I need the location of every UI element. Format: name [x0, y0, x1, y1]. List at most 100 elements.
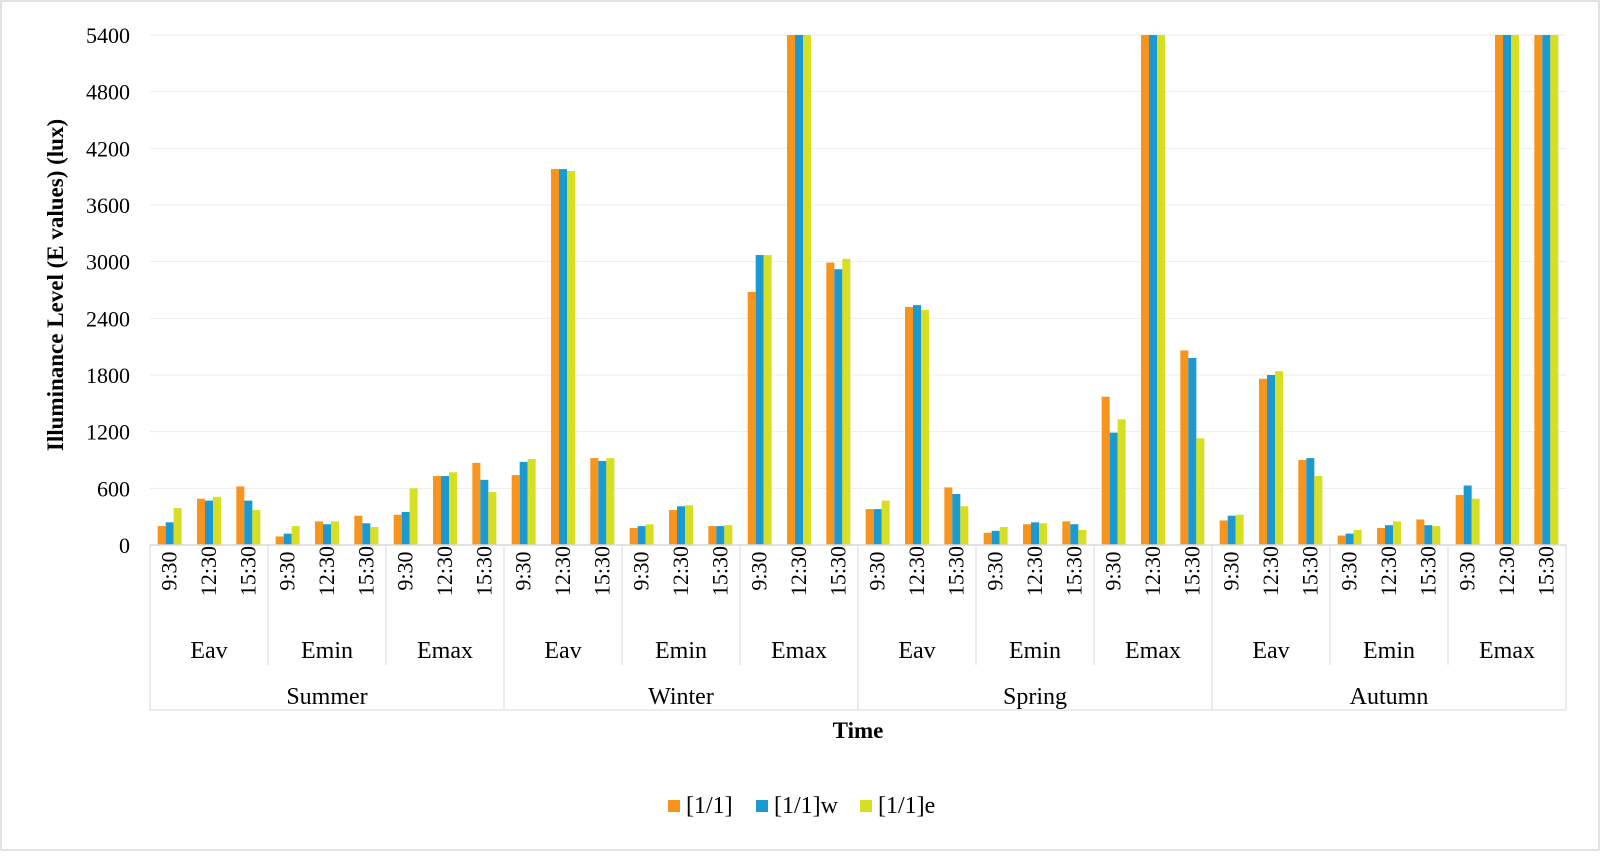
bar-3 [1117, 419, 1126, 545]
bar-1 [1337, 535, 1346, 545]
bar-3 [1550, 35, 1559, 545]
x-tick-label: 15:30 [471, 546, 496, 596]
bar-1 [1416, 519, 1425, 545]
bar-1 [1298, 460, 1307, 545]
x-tick-label: 12:30 [1022, 546, 1047, 596]
x-tick-label: 15:30 [1297, 546, 1322, 596]
bar-3 [1314, 476, 1323, 545]
legend-label: [1/1]e [878, 793, 935, 819]
bar-3 [1078, 529, 1087, 545]
season-label: Spring [1003, 684, 1067, 710]
x-axis: 9:30 12:30 15:30 9:30 12:30 15:30 9:30 12:30 15:… [149, 544, 1567, 711]
x-tick-label: 9:30 [157, 551, 182, 590]
bars [157, 35, 1559, 546]
bar-1 [197, 498, 205, 545]
bar-1 [1495, 35, 1503, 545]
bar-3 [1039, 523, 1047, 545]
bar-1 [393, 514, 402, 545]
bar-2 [1227, 515, 1236, 545]
y-tick-label: 1200 [86, 420, 130, 445]
bar-2 [637, 526, 646, 545]
bar-3 [960, 506, 969, 545]
bar-2 [1503, 35, 1511, 545]
metric-label: Emax [771, 638, 827, 664]
x-tick-label: 9:30 [747, 551, 772, 590]
y-tick-label: 5400 [86, 23, 130, 48]
bar-2 [323, 524, 331, 545]
bar-2 [519, 461, 528, 545]
bar-2 [1070, 524, 1079, 545]
bar-3 [842, 258, 851, 545]
bar-1 [905, 307, 913, 545]
bar-1 [708, 526, 717, 545]
y-axis-title: Illuminance Level (E values) (lux) [43, 119, 68, 451]
x-tick-label: 15:30 [353, 546, 378, 596]
bar-2 [559, 169, 567, 545]
bar-1 [275, 536, 284, 545]
metric-label: Emax [1125, 638, 1181, 664]
x-tick-label: 9:30 [1337, 551, 1362, 590]
bar-1 [1101, 396, 1110, 545]
bar-2 [1463, 485, 1472, 545]
bar-3 [1353, 529, 1362, 545]
x-tick-label: 9:30 [393, 551, 418, 590]
bar-3 [606, 458, 615, 545]
bar-1 [1259, 378, 1267, 545]
bar-3 [291, 526, 300, 545]
bar-1 [1377, 528, 1385, 545]
bar-2 [165, 522, 174, 545]
metric-label: Eav [190, 638, 227, 664]
x-tick-label: 9:30 [1455, 551, 1480, 590]
metric-label: Emin [1009, 638, 1061, 664]
legend-swatch [668, 800, 680, 812]
bar-1 [315, 521, 323, 545]
x-tick-label: 9:30 [983, 551, 1008, 590]
season-label: Summer [286, 684, 367, 710]
legend: [1/1] [1/1]w [1/1]e [668, 793, 935, 819]
bar-2 [913, 305, 921, 545]
bar-2 [716, 526, 725, 545]
x-tick-label: 15:30 [1179, 546, 1204, 596]
bar-1 [787, 35, 795, 545]
x-tick-label: 15:30 [1061, 546, 1086, 596]
bar-3 [881, 500, 890, 545]
x-tick-label: 9:30 [511, 551, 536, 590]
bar-1 [511, 475, 520, 545]
legend-swatch [860, 800, 872, 812]
bar-2 [991, 530, 1000, 545]
x-tick-label: 12:30 [668, 546, 693, 596]
x-axis-title: Time [833, 718, 884, 743]
bar-2 [795, 35, 803, 545]
x-tick-label: 15:30 [235, 546, 260, 596]
bar-2 [1424, 525, 1433, 545]
x-tick-label: 12:30 [432, 546, 457, 596]
metric-label: Eav [1252, 638, 1289, 664]
x-tick-label: 9:30 [629, 551, 654, 590]
bar-1 [354, 515, 363, 545]
bar-3 [803, 35, 811, 545]
bar-2 [1267, 375, 1275, 545]
x-tick-label: 12:30 [1140, 546, 1165, 596]
bar-2 [401, 511, 410, 545]
bar-2 [598, 460, 607, 545]
bar-1 [747, 291, 756, 545]
bar-3 [1393, 521, 1401, 545]
bar-2 [952, 494, 961, 545]
bar-2 [283, 533, 292, 545]
bar-1 [944, 487, 953, 545]
bar-2 [480, 479, 489, 545]
bar-2 [441, 476, 449, 545]
bar-3 [331, 521, 339, 545]
legend-label: [1/1]w [774, 793, 839, 819]
bar-1 [826, 262, 835, 545]
legend-label: [1/1] [686, 793, 733, 819]
y-tick-label: 3600 [86, 193, 130, 218]
bar-2 [834, 269, 843, 545]
bar-3 [1511, 35, 1519, 545]
bar-3 [370, 527, 379, 545]
x-tick-label: 9:30 [275, 551, 300, 590]
bar-3 [999, 527, 1008, 545]
bar-2 [1188, 358, 1197, 545]
